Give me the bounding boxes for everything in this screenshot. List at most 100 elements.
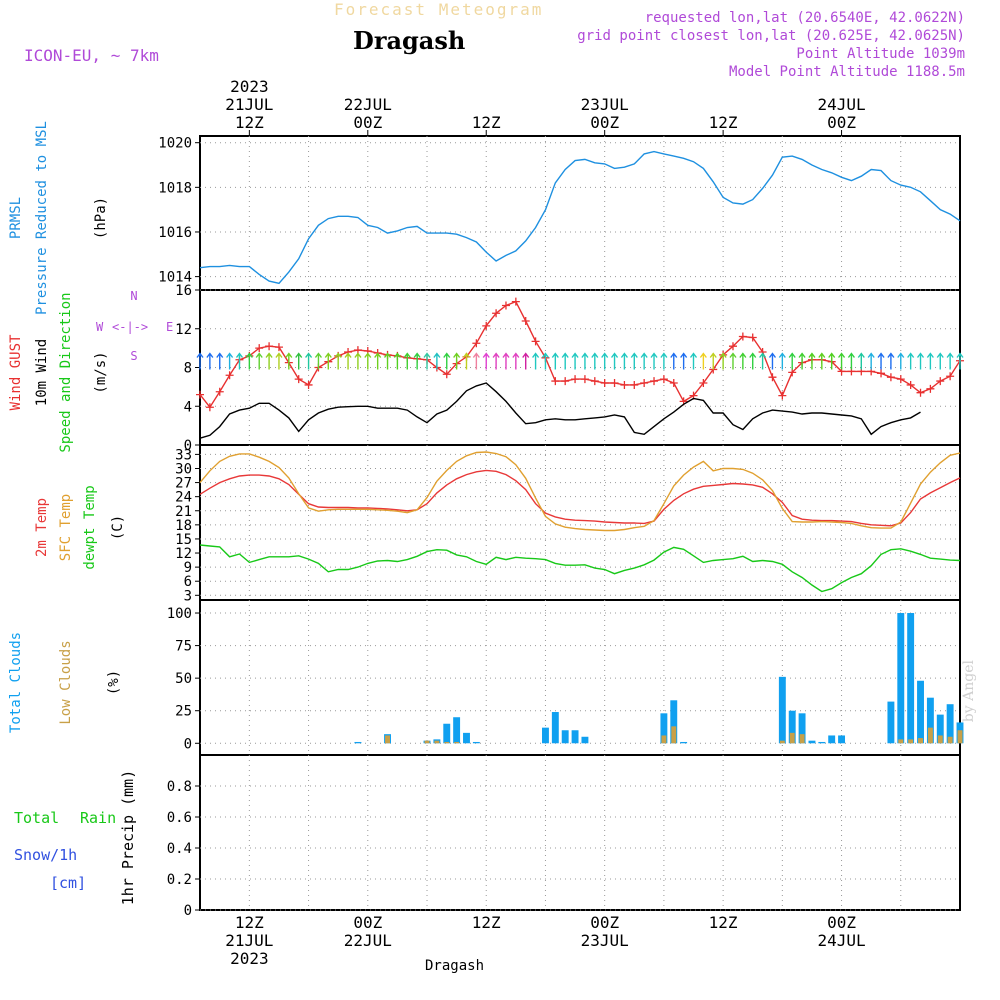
gust-point [492, 309, 501, 318]
gust-point [748, 333, 757, 342]
gust-point [590, 377, 599, 386]
wind-direction-arrow [877, 352, 885, 370]
wind-direction-arrow [413, 352, 421, 370]
location-footer: Dragash [425, 958, 485, 974]
time-label-top: 00Z [590, 113, 619, 132]
low-cloud-bar [908, 739, 914, 744]
time-label-bottom: 00Z [353, 913, 382, 932]
panel-label-pressure-1: Pressure Reduced to MSL [34, 121, 50, 315]
total-cloud-bar [828, 735, 836, 744]
gust-point [304, 380, 313, 389]
panel-label-wind-1: 10m Wind [34, 339, 50, 406]
low-cloud-bar [671, 726, 677, 744]
gust-point [906, 380, 915, 389]
gust-point [580, 375, 589, 384]
gust-point [521, 317, 530, 325]
total-cloud-bar [946, 704, 954, 744]
low-cloud-bar [424, 740, 430, 744]
y-tick-label: 50 [175, 671, 192, 687]
y-tick-label: 4 [184, 399, 192, 415]
panel-label-temperature-3: (C) [110, 515, 126, 540]
model-label: ICON-EU, ~ 7km [24, 46, 159, 65]
model-altitude: Model Point Altitude 1188.5m [728, 64, 965, 80]
total-cloud-bar [936, 714, 944, 744]
gust-point [877, 369, 886, 378]
wind-direction-arrow [670, 352, 678, 370]
wind-direction-arrow [433, 352, 441, 370]
wind-direction-arrow [778, 352, 786, 370]
time-label-bottom: 12Z [472, 913, 501, 932]
wind-direction-arrow [512, 352, 520, 370]
gust-point [788, 368, 797, 377]
wind-direction-arrow [453, 352, 461, 370]
y-tick-label: 0.8 [167, 779, 192, 795]
time-label-top: 22JUL [344, 95, 392, 114]
wind-direction-arrow [532, 352, 540, 370]
gust-point [926, 384, 935, 393]
y-tick-label: 100 [167, 606, 192, 622]
wind-direction-arrow [689, 352, 698, 370]
wind-direction-arrow [808, 352, 816, 370]
gust-point [936, 377, 945, 386]
wind-direction-arrow [462, 352, 471, 370]
total-cloud-bar [453, 717, 461, 744]
total-cloud-bar [838, 735, 846, 744]
wind-direction-arrow [729, 352, 737, 370]
y-tick-label: 1018 [158, 180, 192, 196]
wind-direction-arrow [630, 352, 638, 370]
wind-direction-arrow [295, 352, 303, 370]
gust-point [728, 342, 737, 351]
gust-point [265, 342, 274, 351]
y-tick-label: 12 [175, 322, 192, 338]
y-tick-label: 75 [175, 639, 192, 655]
time-label-bottom: 00Z [827, 913, 856, 932]
y-tick-label: 16 [175, 283, 192, 299]
series-line-2m-temp [199, 469, 961, 527]
low-cloud-bar [385, 735, 390, 744]
wind-direction-arrow [314, 352, 323, 370]
wind-direction-arrow [857, 352, 865, 370]
point-altitude: Point Altitude 1039m [796, 46, 965, 62]
total-cloud-bar [788, 710, 796, 744]
time-label-bottom: 12Z [235, 913, 264, 932]
precip-label-snow: Snow/1h [14, 846, 77, 864]
y-tick-label: 1014 [158, 270, 192, 286]
low-cloud-bar [957, 730, 963, 744]
precip-label-unit: [cm] [50, 874, 86, 892]
y-tick-label: 24 [175, 490, 192, 506]
wind-direction-arrow [719, 352, 727, 370]
total-cloud-bar [551, 712, 559, 744]
wind-direction-arrow [265, 352, 273, 370]
wind-direction-arrow [699, 352, 707, 370]
total-cloud-bar [680, 741, 688, 744]
wind-direction-arrow [620, 352, 628, 370]
gust-point [640, 379, 649, 387]
series-line-sfc-temp [199, 451, 961, 532]
y-tick-label: 0 [184, 438, 192, 454]
gust-point [215, 387, 224, 396]
low-cloud-bar [444, 741, 450, 744]
time-label-bottom: 12Z [709, 913, 738, 932]
total-cloud-bar [354, 741, 362, 744]
wind-direction-arrow [403, 352, 411, 370]
compass-west: W [96, 320, 104, 334]
total-cloud-bar [561, 730, 569, 744]
gust-point [501, 301, 510, 310]
gust-point [916, 388, 925, 397]
y-tick-label: 1020 [158, 136, 192, 152]
wind-direction-arrow [709, 352, 717, 370]
wind-direction-arrow [847, 352, 855, 370]
wind-direction-arrow [502, 352, 510, 370]
total-cloud-bar [571, 730, 579, 744]
wind-direction-arrow [235, 352, 244, 370]
low-cloud-bar [789, 732, 795, 744]
wind-direction-arrow [354, 352, 362, 370]
series-line-10m-wind [199, 382, 921, 439]
wind-direction-arrow [206, 352, 214, 370]
wind-direction-arrow [610, 352, 619, 370]
wind-direction-arrow [541, 352, 550, 370]
gust-point [255, 344, 264, 353]
wind-direction-arrow [275, 352, 283, 370]
time-label-bottom: 23JUL [581, 931, 629, 950]
